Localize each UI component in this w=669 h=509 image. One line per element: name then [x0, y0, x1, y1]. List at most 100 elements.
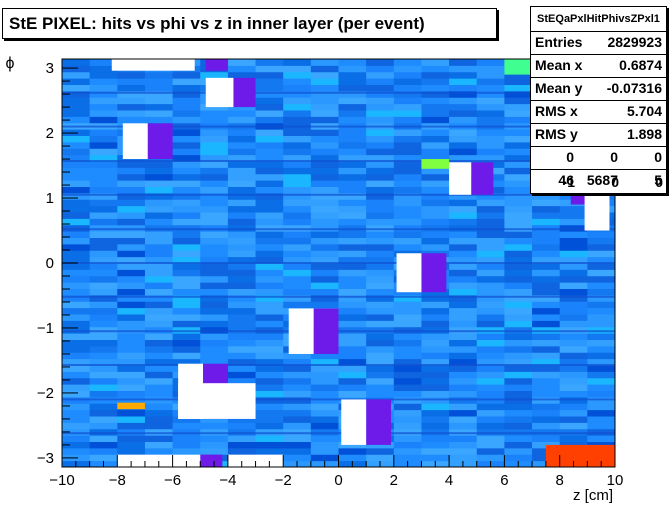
heatmap-cell [117, 237, 146, 245]
heatmap-cell [587, 275, 615, 283]
heatmap-cell [476, 294, 505, 302]
heatmap-cell [532, 212, 561, 219]
stats-grid-cell: 46 [558, 172, 574, 188]
heatmap-cell [255, 422, 284, 430]
heatmap-cell [449, 78, 478, 85]
heatmap-cell [227, 65, 257, 73]
heatmap-cell [421, 320, 450, 328]
heatmap-cell [62, 288, 91, 296]
heatmap-cell [89, 161, 118, 168]
heatmap-cell [144, 365, 174, 372]
heatmap-cell [89, 167, 118, 175]
heatmap-cell [421, 422, 450, 430]
heatmap-cell [449, 339, 478, 347]
heatmap-cell [89, 103, 118, 111]
heatmap-cell [310, 78, 339, 85]
heatmap-cell [283, 186, 312, 194]
heatmap-cell [476, 428, 505, 436]
heatmap-cell [366, 263, 395, 270]
heatmap-cell [283, 148, 312, 156]
heatmap-cell [283, 282, 312, 289]
heatmap-cell [172, 116, 201, 124]
heatmap-cell [366, 135, 395, 143]
heatmap-cell [338, 180, 367, 187]
heatmap-cell [255, 97, 284, 105]
heatmap-cell [449, 269, 478, 277]
heatmap-cell [144, 103, 174, 111]
heatmap-cell [393, 237, 422, 245]
heatmap-cell [421, 154, 450, 162]
heatmap-cell [449, 154, 478, 162]
heatmap-cell [200, 326, 229, 334]
heatmap-cell [338, 288, 367, 296]
heatmap-cell [504, 301, 533, 309]
heatmap-cell [393, 218, 422, 226]
heatmap-cell [310, 390, 339, 398]
heatmap-cell [172, 180, 201, 187]
heatmap-cell [62, 71, 91, 79]
heatmap-cell [421, 141, 450, 149]
heatmap-cell [366, 454, 395, 462]
heatmap-cell [144, 199, 174, 207]
heatmap-cell [393, 231, 422, 238]
heatmap-cell [310, 365, 339, 372]
heatmap-cell [504, 205, 533, 213]
heatmap-cell [366, 307, 395, 315]
heatmap-cell [255, 237, 284, 245]
heatmap-cell [366, 314, 395, 321]
heatmap-cell [449, 59, 478, 66]
heatmap-cell [421, 416, 450, 423]
heatmap-cell [117, 243, 146, 251]
heatmap-cell [421, 409, 450, 417]
sector-boundary [62, 193, 615, 196]
heatmap-cell [144, 78, 174, 85]
heatmap-cell [421, 103, 450, 111]
heatmap-cell [504, 84, 533, 92]
heatmap-cell [559, 333, 588, 340]
heatmap-cell [172, 84, 201, 92]
heatmap-cell [476, 454, 505, 462]
stats-label: RMS y [535, 126, 578, 142]
heatmap-cell [393, 116, 422, 124]
heatmap-cell [200, 116, 229, 124]
heatmap-cell [476, 301, 505, 309]
heatmap-cell [393, 345, 422, 353]
heatmap-cell [255, 224, 284, 232]
heatmap-cell [89, 71, 118, 79]
heatmap-cell [338, 447, 367, 455]
heatmap-cell [310, 148, 339, 156]
heatmap-cell [144, 90, 174, 98]
heatmap-cell [310, 199, 339, 207]
heatmap-cell [310, 103, 339, 111]
heatmap-cell [476, 435, 505, 442]
empty-region [449, 162, 472, 195]
heatmap-cell [476, 154, 505, 162]
heatmap-cell [255, 231, 284, 238]
heatmap-cell [476, 422, 505, 430]
heatmap-cell [338, 84, 367, 92]
heatmap-cell [283, 65, 312, 73]
heatmap-cell [172, 256, 201, 264]
heatmap-cell [559, 326, 588, 334]
heatmap-cell [338, 116, 367, 124]
heatmap-cell [144, 173, 174, 181]
stats-grid-row-bottom: -1 0 0 [530, 172, 667, 194]
heatmap-cell [421, 365, 450, 372]
heatmap-cell [144, 371, 174, 379]
heatmap-cell [144, 422, 174, 430]
heatmap-cell [255, 84, 284, 92]
heatmap-cell [89, 294, 118, 302]
heatmap-cell [255, 243, 284, 251]
heatmap-cell [559, 231, 588, 238]
heatmap-cell [62, 390, 91, 398]
heatmap-cell [449, 205, 478, 213]
heatmap-cell [172, 320, 201, 328]
heatmap-cell [144, 333, 174, 340]
heatmap-cell [144, 237, 174, 245]
heatmap-cell [144, 250, 174, 258]
heatmap-cell [338, 371, 367, 379]
heatmap-cell [338, 256, 367, 264]
hot-spot [117, 402, 145, 410]
heatmap-cell [255, 428, 284, 436]
heatmap-cell [421, 339, 450, 347]
